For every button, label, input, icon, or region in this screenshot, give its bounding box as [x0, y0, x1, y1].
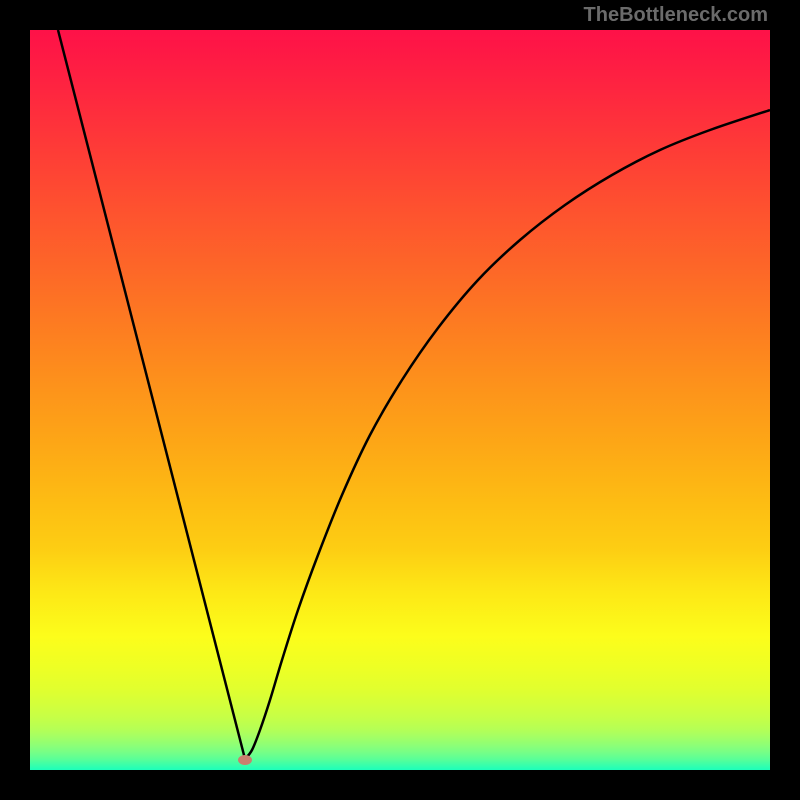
curve-left-branch	[58, 30, 245, 759]
plot-area	[30, 30, 770, 770]
curve-right-branch	[245, 110, 770, 759]
watermark-text: TheBottleneck.com	[584, 4, 768, 27]
bottleneck-curve	[30, 30, 770, 770]
chart-frame: TheBottleneck.com	[0, 0, 800, 800]
minimum-marker	[238, 755, 252, 765]
